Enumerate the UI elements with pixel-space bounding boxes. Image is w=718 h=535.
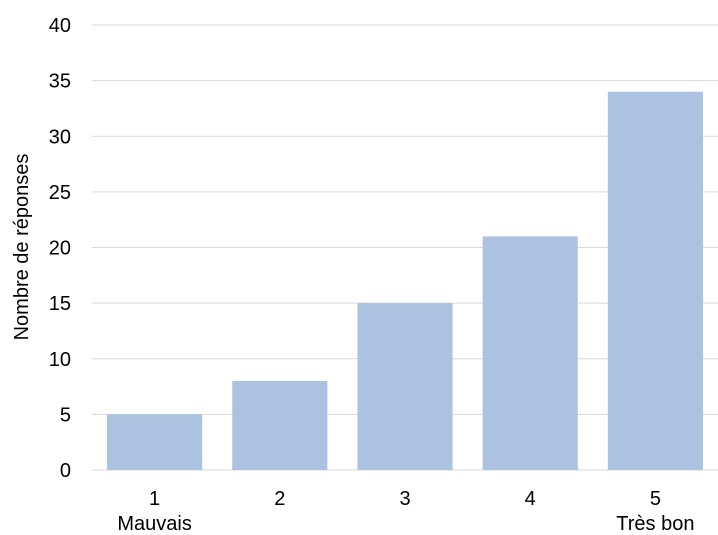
x-tick-labels: 1 Mauvais 2 3 4 5 Très bon (117, 488, 694, 535)
bar-5 (607, 91, 703, 470)
bar-2 (232, 381, 328, 470)
x-tick-label: 4 (525, 488, 536, 510)
y-tick-label: 40 (49, 15, 71, 37)
y-tick-label: 25 (49, 182, 71, 204)
bar-3 (357, 303, 453, 470)
x-tick-label: 2 (274, 488, 285, 510)
bars (107, 91, 703, 470)
y-tick-label: 10 (49, 349, 71, 371)
x-tick-label: 1 (149, 488, 160, 510)
y-axis-label: Nombre de réponses (11, 154, 33, 341)
bar-1 (107, 414, 203, 470)
y-tick-label: 35 (49, 71, 71, 93)
y-tick-label: 15 (49, 293, 71, 315)
y-tick-label: 20 (49, 238, 71, 260)
y-tick-label: 5 (60, 404, 71, 426)
y-tick-label: 0 (60, 460, 71, 482)
x-tick-label: 3 (399, 488, 410, 510)
x-tick-sublabel: Mauvais (117, 513, 191, 535)
x-tick-sublabel: Très bon (616, 513, 694, 535)
y-tick-labels: 0 5 10 15 20 25 30 35 40 (49, 15, 71, 482)
y-tick-label: 30 (49, 126, 71, 148)
x-tick-label: 5 (650, 488, 661, 510)
bar-4 (482, 236, 578, 470)
